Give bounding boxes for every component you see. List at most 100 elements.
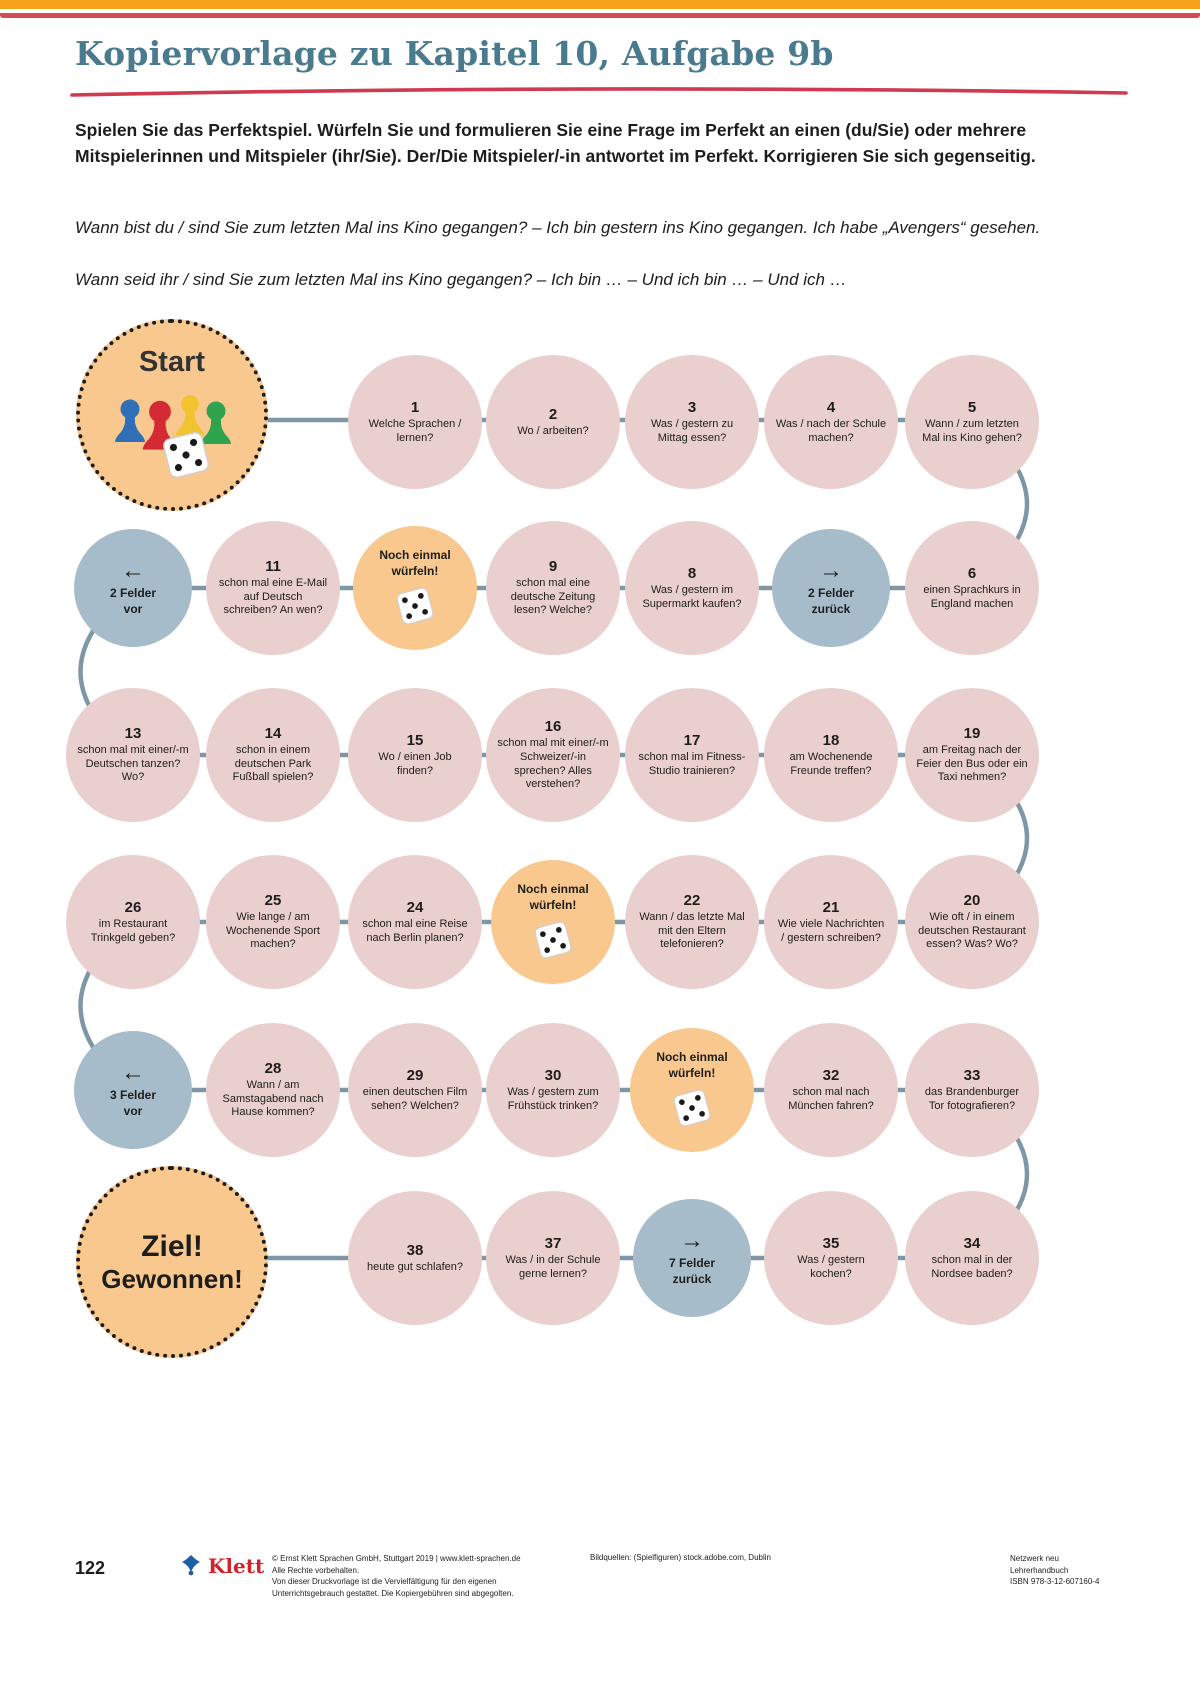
game-pieces-illustration	[115, 394, 231, 479]
cell-number: 25	[264, 891, 282, 909]
cell-question: einen Sprachkurs in England machen	[923, 583, 1021, 610]
cell-number: 38	[406, 1241, 424, 1259]
edition-info: Netzwerk neu Lehrerhandbuch ISBN 978-3-1…	[1010, 1553, 1180, 1588]
cell-number: 6	[967, 564, 977, 582]
cell-question: das Brandenburger Tor fotografieren?	[924, 1085, 1020, 1112]
cell-number: 16	[544, 718, 562, 735]
bonus-label: Noch einmal	[379, 547, 451, 562]
cell-question: Was / nach der Schule machen?	[775, 417, 887, 444]
cell-question: Wann / das letzte Mal mit den Eltern tel…	[639, 910, 745, 951]
ziel-label-line2: Gewonnen!	[101, 1263, 243, 1294]
cell-number: 32	[822, 1066, 840, 1084]
cell-question: schon mal im Fitness-Studio trainieren?	[638, 750, 746, 777]
cell-question: einen deutschen Film sehen? Welchen?	[362, 1085, 468, 1112]
board-cell-30: 30 Was / gestern zum Frühstück trinken?	[486, 1023, 620, 1157]
bonus-label: Noch einmal	[517, 881, 589, 896]
cell-question: schon mal mit einer/-m Schweizer/-in spr…	[497, 737, 609, 791]
cell-number: 19	[963, 724, 981, 742]
board-cell-12: ← 2 Felder vor	[74, 529, 192, 647]
board-cell-15: 15 Wo / einen Job finden?	[348, 688, 482, 822]
board-cell-7: → 2 Felder zurück	[772, 529, 890, 647]
board-cell-37: 37 Was / in der Schule gerne lernen?	[486, 1191, 620, 1325]
instructions-text: Spielen Sie das Perfektspiel. Würfeln Si…	[75, 120, 1036, 166]
cell-number: 29	[406, 1066, 424, 1084]
cell-number: 13	[124, 724, 142, 742]
dice-icon	[533, 920, 573, 960]
cell-number: 20	[963, 891, 981, 909]
move-label: zurück	[672, 1271, 712, 1286]
board-cell-4: 4 Was / nach der Schule machen?	[764, 355, 898, 489]
cell-question: schon mal mit einer/-m Deutschen tanzen?…	[77, 743, 189, 784]
cell-number: 24	[406, 898, 424, 916]
example-sentence-2: Wann seid ihr / sind Sie zum letzten Mal…	[75, 270, 847, 289]
copyright-line: Von dieser Druckvorlage ist die Vervielf…	[272, 1577, 497, 1587]
move-label: 2 Felder	[109, 585, 157, 600]
cell-number: 14	[264, 724, 282, 742]
cell-number: 26	[124, 898, 142, 916]
move-left-arrow-icon: ←	[121, 1058, 145, 1086]
cell-question: heute gut schlafen?	[366, 1260, 464, 1273]
board-cell-11: 11 schon mal eine E-Mail auf Deutsch sch…	[206, 521, 340, 655]
edition-line: Lehrerhandbuch	[1010, 1565, 1069, 1575]
copyright-line: © Ernst Klett Sprachen GmbH, Stuttgart 2…	[272, 1554, 521, 1563]
bonus-label: würfeln!	[529, 897, 577, 912]
top-stripe-red	[0, 13, 1200, 18]
board-cell-19: 19 am Freitag nach der Feier den Bus ode…	[905, 688, 1039, 822]
cell-question: Wo / arbeiten?	[517, 424, 589, 437]
ziel-cell: Ziel! Gewonnen!	[76, 1166, 268, 1358]
copyright-line: Unterrichtsgebrauch gestattet. Die Kopie…	[272, 1588, 514, 1598]
board-cell-35: 35 Was / gestern kochen?	[764, 1191, 898, 1325]
board-cell-32: 32 schon mal nach München fahren?	[764, 1023, 898, 1157]
move-right-arrow-icon: →	[819, 556, 843, 584]
cell-number: 4	[826, 398, 836, 416]
cell-question: Wo / einen Job finden?	[378, 750, 452, 777]
board-cell-20: 20 Wie oft / in einem deutschen Restaura…	[905, 855, 1039, 989]
board-cell-27: ← 3 Felder vor	[74, 1031, 192, 1149]
ziel-label-line1: Ziel!	[141, 1229, 203, 1263]
move-label: vor	[123, 601, 143, 616]
move-label: 3 Felder	[109, 1087, 157, 1102]
cell-question: Was / gestern im Supermarkt kaufen?	[642, 583, 742, 610]
cell-question: schon mal eine Reise nach Berlin planen?	[362, 917, 468, 944]
cell-number: 33	[963, 1066, 981, 1084]
board-cell-29: 29 einen deutschen Film sehen? Welchen?	[348, 1023, 482, 1157]
copyright-text: © Ernst Klett Sprachen GmbH, Stuttgart 2…	[272, 1553, 572, 1599]
board-cell-2: 2 Wo / arbeiten?	[486, 355, 620, 489]
board-cell-21: 21 Wie viele Nachrichten / gestern schre…	[764, 855, 898, 989]
move-label: 2 Felder	[807, 585, 855, 600]
board-cell-6: 6 einen Sprachkurs in England machen	[905, 521, 1039, 655]
move-right-arrow-icon: →	[680, 1226, 704, 1254]
move-label: vor	[123, 1103, 143, 1118]
board-cell-3: 3 Was / gestern zu Mittag essen?	[625, 355, 759, 489]
klett-logo: Klett	[178, 1552, 264, 1578]
cell-question: Was / gestern zum Frühstück trinken?	[507, 1085, 599, 1112]
board-cell-36: → 7 Felder zurück	[633, 1199, 751, 1317]
board-cell-13: 13 schon mal mit einer/-m Deutschen tanz…	[66, 688, 200, 822]
cell-number: 1	[410, 398, 420, 416]
cell-number: 15	[406, 731, 424, 749]
cell-question: Wie viele Nachrichten / gestern schreibe…	[777, 917, 885, 944]
cell-question: schon in einem deutschen Park Fußball sp…	[232, 743, 314, 784]
top-stripe-orange	[0, 0, 1200, 9]
cell-question: Wie oft / in einem deutschen Restaurant …	[918, 910, 1026, 951]
board-cell-23: Noch einmal würfeln!	[491, 860, 615, 984]
board-cell-24: 24 schon mal eine Reise nach Berlin plan…	[348, 855, 482, 989]
cell-number: 37	[544, 1234, 562, 1252]
bonus-label: Noch einmal	[656, 1049, 728, 1064]
board-cell-25: 25 Wie lange / am Wochenende Sport mache…	[206, 855, 340, 989]
board-cell-26: 26 im Restaurant Trinkgeld geben?	[66, 855, 200, 989]
cell-number: 3	[687, 398, 697, 416]
dice-icon	[161, 430, 211, 479]
board-cell-10: Noch einmal würfeln!	[353, 526, 477, 650]
dice-icon	[672, 1088, 712, 1128]
example-sentence-1: Wann bist du / sind Sie zum letzten Mal …	[75, 218, 1041, 237]
board-cell-31: Noch einmal würfeln!	[630, 1028, 754, 1152]
board-cell-17: 17 schon mal im Fitness-Studio trainiere…	[625, 688, 759, 822]
cell-question: am Wochenende Freunde treffen?	[789, 750, 873, 777]
cell-question: schon mal in der Nordsee baden?	[931, 1253, 1013, 1280]
board-cell-14: 14 schon in einem deutschen Park Fußball…	[206, 688, 340, 822]
cell-number: 8	[687, 564, 697, 582]
board-cell-16: 16 schon mal mit einer/-m Schweizer/-in …	[486, 688, 620, 822]
